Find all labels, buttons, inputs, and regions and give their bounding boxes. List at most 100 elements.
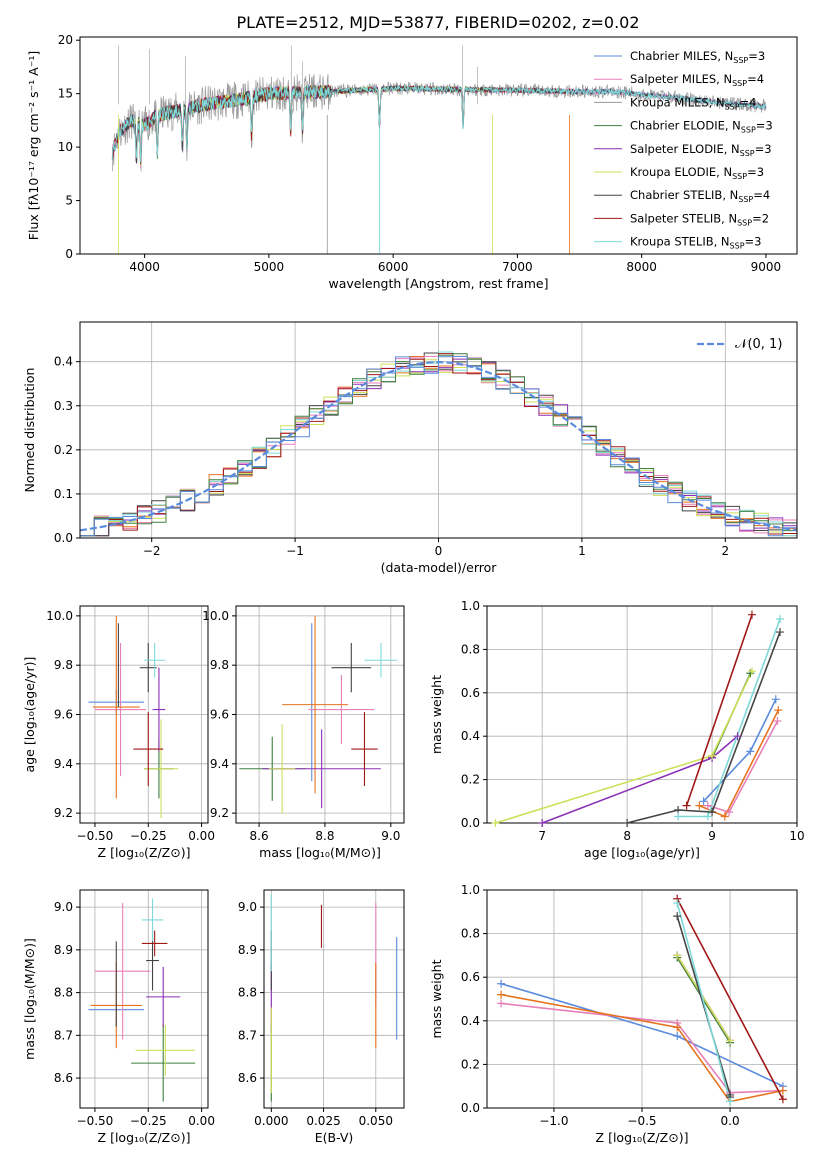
y-tick-label: 9.8 xyxy=(54,658,73,672)
weight-line xyxy=(676,898,784,1100)
legend-label: Chabrier ELODIE, NSSP=3 xyxy=(630,119,773,135)
residuals-panel: −2 −1 0 1 2 0.0 0.1 0.2 0.3 0.4 (data-model)/error… xyxy=(22,321,798,575)
weight-marker xyxy=(776,615,785,624)
y-tick-label: 10.0 xyxy=(202,609,229,623)
x-tick-label: 1 xyxy=(578,544,586,558)
gaussian-curve xyxy=(80,360,797,532)
legend-label: Salpeter STELIB, NSSP=2 xyxy=(630,211,769,227)
legend-label: Salpeter MILES, NSSP=4 xyxy=(630,72,764,88)
x-tick-label: 0.00 xyxy=(188,829,215,843)
z_mass-panel: −0.50 −0.25 0.00 8.6 8.7 8.8 8.9 9.0 Z [log₁₀(Z/… xyxy=(22,889,215,1145)
y-tick-label: 0.4 xyxy=(461,729,480,743)
y-tick-label: 9.6 xyxy=(54,708,73,722)
weight-marker xyxy=(778,1095,787,1104)
spectrum-line xyxy=(111,84,767,163)
y-tick-label: 10 xyxy=(58,140,73,154)
y-tick-label: 0.1 xyxy=(54,487,73,501)
y-tick-label: 8.6 xyxy=(238,1071,257,1085)
legend-label: Kroupa ELODIE, NSSP=3 xyxy=(630,165,764,181)
y-tick-label: 8.7 xyxy=(54,1028,73,1042)
axes-frame xyxy=(486,605,798,824)
x-tick-label: 0.000 xyxy=(254,1114,288,1128)
figure-title: PLATE=2512, MJD=53877, FIBERID=0202, z=0… xyxy=(236,13,639,32)
weight-marker xyxy=(774,706,783,715)
mass_age-marks xyxy=(239,615,398,814)
y-tick-label: 9.0 xyxy=(238,900,257,914)
y-tick-label: 0 xyxy=(65,247,73,261)
y-tick-label: 15 xyxy=(58,87,73,101)
weight-line xyxy=(676,902,731,1102)
axes-frame xyxy=(79,889,209,1109)
x-tick-label: 0.050 xyxy=(359,1114,393,1128)
x-axis-label: E(B-V) xyxy=(315,1130,354,1145)
spectrum-panel: 4000 5000 6000 7000 8000 9000 0 5 10 15 20 waveleng… xyxy=(26,33,798,291)
x-tick-label: 0.025 xyxy=(306,1114,340,1128)
legend-label: 𝒩(0, 1) xyxy=(735,337,782,352)
ebv_mass-marks xyxy=(270,894,398,1102)
y-tick-label: 10.0 xyxy=(46,609,73,623)
y-tick-label: 0.2 xyxy=(461,1057,480,1071)
weight-marker xyxy=(726,1036,735,1045)
y-tick-label: 0.0 xyxy=(54,531,73,545)
y-tick-label: 1.0 xyxy=(461,599,480,613)
y-tick-label: 9.8 xyxy=(210,658,229,672)
weight-marker xyxy=(733,732,742,741)
y-tick-label: 0.4 xyxy=(54,355,73,369)
x-tick-label: 7 xyxy=(538,829,546,843)
weight-marker xyxy=(746,747,755,756)
legend-label: Kroupa STELIB, NSSP=3 xyxy=(630,235,761,251)
weight-marker xyxy=(623,819,632,827)
y-tick-label: 9.0 xyxy=(54,900,73,914)
y-tick-label: 0.4 xyxy=(461,1014,480,1028)
y-tick-label: 9.4 xyxy=(210,757,229,771)
y-tick-label: 9.2 xyxy=(210,806,229,820)
x-tick-label: 8.8 xyxy=(315,829,334,843)
y-tick-label: 9.6 xyxy=(210,708,229,722)
x-tick-label: −0.50 xyxy=(77,1114,114,1128)
weight-marker xyxy=(776,628,785,637)
weight-marker xyxy=(703,801,712,810)
x-tick-label: 9.0 xyxy=(381,829,400,843)
y-tick-label: 0.3 xyxy=(54,399,73,413)
weight-line xyxy=(676,954,731,1041)
weight-marker xyxy=(695,801,704,810)
y-axis-label: Normed distribution xyxy=(22,368,37,493)
y-tick-label: 0.6 xyxy=(461,686,480,700)
y-tick-label: 8.9 xyxy=(238,943,257,957)
x-tick-label: 5000 xyxy=(254,260,285,274)
weight-marker xyxy=(673,951,682,960)
weight-marker xyxy=(673,1032,682,1041)
x-axis-label: age [log₁₀(age/yr)] xyxy=(584,845,700,860)
weight-marker xyxy=(538,819,547,827)
x-tick-label: 0 xyxy=(435,544,443,558)
weight-line xyxy=(626,631,781,823)
x-axis-label: wavelength [Angstrom, rest frame] xyxy=(328,276,548,291)
spectrum-line xyxy=(130,85,493,166)
histogram-step xyxy=(80,356,797,537)
legend-label: Chabrier MILES, NSSP=3 xyxy=(630,49,765,65)
y-tick-label: 0.8 xyxy=(461,642,480,656)
x-axis-label: Z [log₁₀(Z/Z⊙)] xyxy=(98,845,191,860)
weight-marker xyxy=(725,808,734,817)
x-tick-label: −0.25 xyxy=(130,1114,167,1128)
weight-marker xyxy=(497,990,506,999)
x-axis-label: mass [log₁₀(M/M⊙)] xyxy=(259,845,381,860)
x-tick-label: −1 xyxy=(286,544,304,558)
x-tick-label: 0.0 xyxy=(721,1114,740,1128)
x-tick-label: 9 xyxy=(708,829,716,843)
weight-marker xyxy=(703,812,712,821)
y-axis-label: Flux [fλ10⁻¹⁷ erg cm⁻² s⁻¹ A⁻¹] xyxy=(26,51,41,240)
legend-label: Chabrier STELIB, NSSP=4 xyxy=(630,188,770,204)
x-tick-label: 8000 xyxy=(626,260,657,274)
weight-marker xyxy=(497,979,506,988)
plots: 4000 5000 6000 7000 8000 900005101520waveleng… xyxy=(22,33,805,1145)
weight-marker xyxy=(747,610,756,619)
y-tick-label: 1.0 xyxy=(461,883,480,897)
x-tick-label: 10 xyxy=(789,829,804,843)
y-tick-label: 0.2 xyxy=(461,773,480,787)
x-axis-label: Z [log₁₀(Z/Z⊙)] xyxy=(98,1130,191,1145)
y-tick-label: 0.8 xyxy=(461,927,480,941)
ebv_mass-panel: 0.000 0.025 0.050 8.6 8.7 8.8 8.9 9.0 E(B-V) xyxy=(238,889,405,1145)
x-tick-label: 0.00 xyxy=(188,1114,215,1128)
weight-marker xyxy=(746,669,755,678)
